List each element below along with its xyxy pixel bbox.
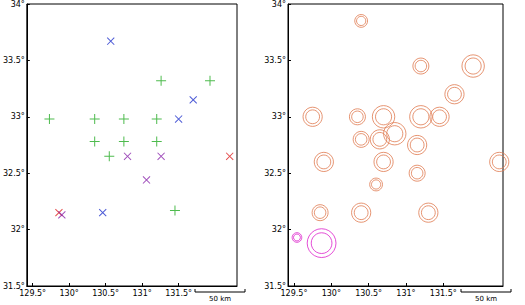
svg-text:50 km: 50 km	[475, 295, 497, 303]
svg-text:130.5°: 130.5°	[355, 289, 382, 298]
svg-text:50 km: 50 km	[209, 295, 231, 303]
svg-text:131°: 131°	[132, 289, 151, 298]
svg-text:33°: 33°	[272, 112, 286, 121]
svg-text:131.5°: 131.5°	[165, 289, 192, 298]
svg-text:131°: 131°	[396, 289, 415, 298]
svg-text:32.5°: 32.5°	[3, 169, 25, 178]
svg-text:32°: 32°	[272, 225, 286, 234]
svg-text:131.5°: 131.5°	[430, 289, 457, 298]
svg-text:33.5°: 33.5°	[264, 56, 286, 65]
svg-text:129.5°: 129.5°	[19, 289, 46, 298]
svg-text:33.5°: 33.5°	[3, 56, 25, 65]
svg-text:34°: 34°	[11, 0, 25, 9]
svg-text:130°: 130°	[322, 289, 341, 298]
svg-text:32.5°: 32.5°	[264, 169, 286, 178]
svg-text:31.5°: 31.5°	[3, 281, 25, 291]
svg-text:129.5°: 129.5°	[281, 289, 308, 298]
svg-text:34°: 34°	[272, 0, 286, 9]
svg-text:31.5°: 31.5°	[264, 281, 286, 291]
svg-text:33°: 33°	[11, 112, 25, 121]
svg-text:32°: 32°	[11, 225, 25, 234]
svg-text:130°: 130°	[60, 289, 79, 298]
svg-text:130.5°: 130.5°	[92, 289, 119, 298]
